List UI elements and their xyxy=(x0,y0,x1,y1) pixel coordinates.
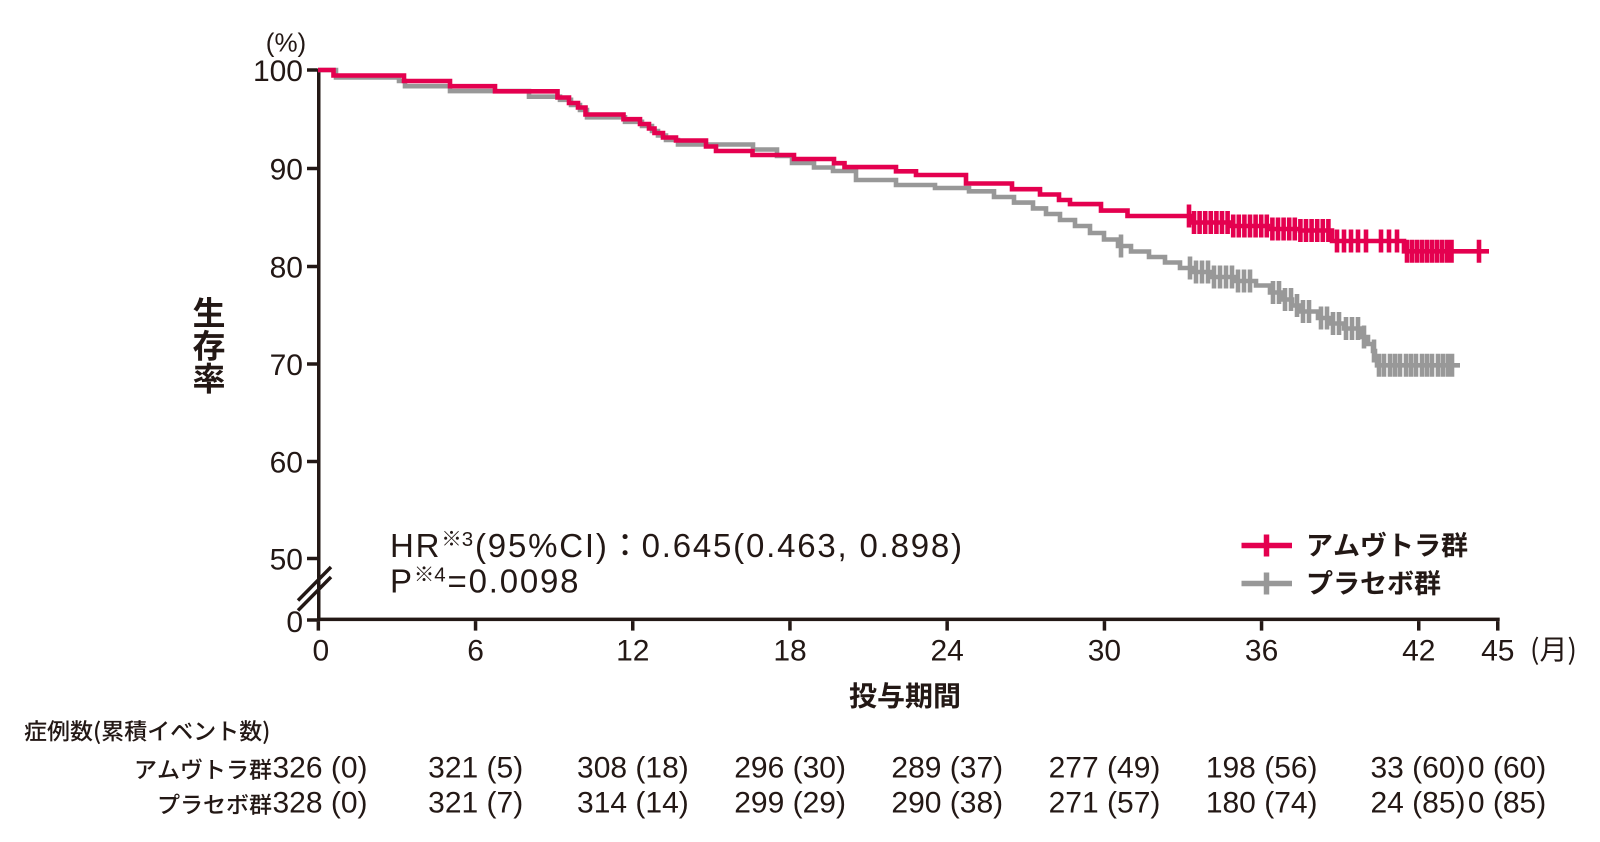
svg-text:P: P xyxy=(390,563,414,600)
svg-text:299 (29): 299 (29) xyxy=(734,787,846,820)
svg-text:90: 90 xyxy=(270,154,303,187)
svg-text:0.645(0.463, 0.898): 0.645(0.463, 0.898) xyxy=(642,527,964,564)
svg-text:296 (30): 296 (30) xyxy=(734,752,846,785)
svg-text:308 (18): 308 (18) xyxy=(577,752,689,785)
svg-text:290 (38): 290 (38) xyxy=(891,787,1003,820)
svg-text:3: 3 xyxy=(462,528,473,551)
svg-text:30: 30 xyxy=(1088,635,1121,668)
svg-text:289 (37): 289 (37) xyxy=(891,752,1003,785)
svg-text:271 (57): 271 (57) xyxy=(1049,787,1161,820)
svg-text:328 (0): 328 (0) xyxy=(272,787,367,820)
svg-text:50: 50 xyxy=(270,544,303,577)
svg-text:0 (60): 0 (60) xyxy=(1468,752,1546,785)
svg-text:45: 45 xyxy=(1481,635,1514,668)
svg-text:(95%CI): (95%CI) xyxy=(475,527,609,564)
svg-text:321 (5): 321 (5) xyxy=(428,752,523,785)
svg-text:314 (14): 314 (14) xyxy=(577,787,689,820)
svg-text:100: 100 xyxy=(253,55,303,88)
svg-text:321 (7): 321 (7) xyxy=(428,787,523,820)
svg-text:60: 60 xyxy=(270,447,303,480)
svg-text:12: 12 xyxy=(616,635,649,668)
svg-text:HR: HR xyxy=(390,527,441,564)
svg-text:0: 0 xyxy=(286,606,303,639)
svg-text:=0.0098: =0.0098 xyxy=(448,563,581,600)
svg-text:277 (49): 277 (49) xyxy=(1049,752,1161,785)
svg-text:70: 70 xyxy=(270,349,303,382)
svg-text:0: 0 xyxy=(312,635,329,668)
svg-text:4: 4 xyxy=(434,564,445,587)
svg-text:326 (0): 326 (0) xyxy=(272,752,367,785)
svg-text:36: 36 xyxy=(1245,635,1278,668)
svg-text:24: 24 xyxy=(931,635,964,668)
svg-text:6: 6 xyxy=(467,635,484,668)
svg-text:33 (60): 33 (60) xyxy=(1370,752,1465,785)
svg-text:80: 80 xyxy=(270,252,303,285)
svg-text:24 (85): 24 (85) xyxy=(1370,787,1465,820)
svg-text:198 (56): 198 (56) xyxy=(1206,752,1318,785)
svg-text:42: 42 xyxy=(1402,635,1435,668)
svg-text:18: 18 xyxy=(773,635,806,668)
svg-text:0 (85): 0 (85) xyxy=(1468,787,1546,820)
svg-text:(%): (%) xyxy=(266,28,306,58)
svg-text:180 (74): 180 (74) xyxy=(1206,787,1318,820)
